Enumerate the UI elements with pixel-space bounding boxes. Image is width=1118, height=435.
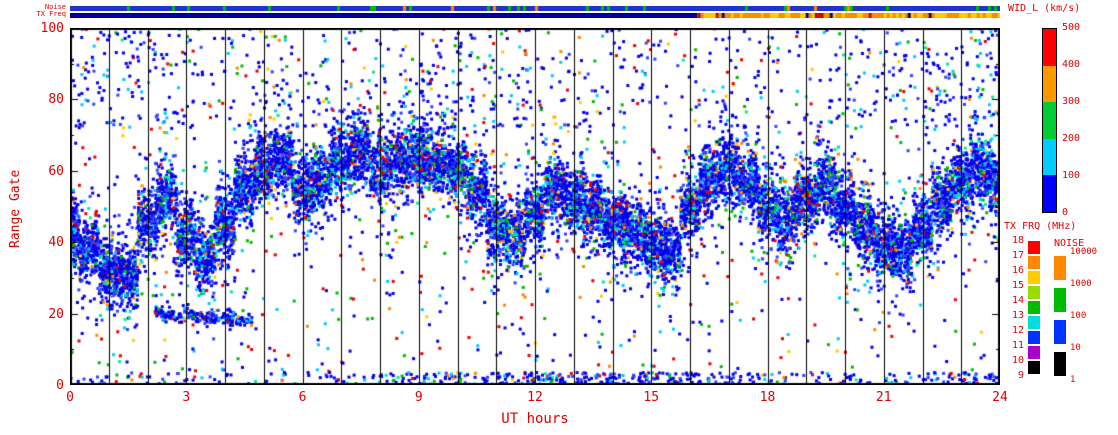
y-axis-title: Range Gate (8, 169, 23, 248)
noise-color-box (1054, 320, 1066, 344)
txfrq-color-box (1028, 361, 1040, 374)
wid-colorbar-segment (1043, 138, 1056, 176)
noise-tick-label: 10000 (1070, 247, 1098, 257)
x-axis-title: UT hours (501, 411, 569, 427)
noise-tick-label: 100 (1070, 311, 1087, 321)
noise-tick-label: 1 (1070, 375, 1076, 385)
noise-tick-label: 1000 (1070, 279, 1092, 289)
wid-colorbar-tick-label: 500 (1062, 22, 1081, 33)
wid-colorbar-segment (1043, 102, 1056, 139)
y-tick-label: 100 (40, 21, 64, 36)
txfrq-tick-label: 11 (1011, 340, 1024, 351)
txfrq-tick-label: 14 (1011, 295, 1024, 306)
wid-colorbar-tick-label: 100 (1062, 170, 1081, 181)
txfrq-color-box (1028, 256, 1040, 269)
txfrq-tick-label: 10 (1011, 355, 1024, 366)
txfrq-color-box (1028, 331, 1040, 344)
x-tick-label: 12 (527, 390, 543, 405)
noise-strip-label: Noise (44, 3, 66, 11)
noise-color-box (1054, 288, 1066, 312)
x-tick-label: 18 (759, 390, 776, 405)
txfrq-tick-label: 18 (1011, 235, 1024, 246)
wid-colorbar (1042, 28, 1057, 213)
y-tick-label: 40 (48, 235, 64, 251)
x-tick-label: 0 (66, 390, 74, 405)
noise-legend-title: NOISE (1054, 238, 1085, 249)
wid-colorbar-segment (1043, 29, 1056, 66)
x-tick-label: 9 (414, 390, 423, 405)
wid-colorbar-tick-label: 400 (1062, 59, 1081, 70)
txfrq-color-box (1028, 301, 1040, 314)
wid-colorbar-tick-label: 200 (1062, 133, 1081, 144)
noise-status-strip (70, 6, 1000, 11)
txfrq-color-box (1028, 316, 1040, 329)
txfreq-status-strip (70, 13, 1000, 18)
txfrq-color-box (1028, 241, 1040, 254)
txfrq-legend-title: TX FRQ (MHz) (1004, 221, 1077, 232)
txfrq-tick-label: 17 (1011, 250, 1024, 261)
plot-canvas (70, 28, 1000, 385)
wid-colorbar-tick-label: 300 (1062, 96, 1081, 107)
x-tick-label: 3 (182, 390, 191, 405)
wid-colorbar-title: WID_L (km/s) (1008, 3, 1081, 14)
x-tick-label: 21 (875, 390, 892, 405)
txfrq-tick-label: 13 (1011, 310, 1024, 321)
txfreq-strip-label: TX Freq (36, 10, 66, 18)
noise-color-box (1054, 352, 1066, 376)
y-tick-label: 0 (56, 378, 64, 393)
x-tick-label: 24 (992, 390, 1008, 405)
noise-tick-label: 10 (1070, 343, 1081, 353)
noise-color-box (1054, 256, 1066, 280)
txfrq-color-box (1028, 271, 1040, 284)
txfrq-tick-label: 16 (1011, 265, 1024, 276)
txfrq-tick-label: 9 (1017, 370, 1024, 381)
wid-colorbar-segment (1043, 65, 1056, 103)
y-tick-label: 20 (48, 306, 64, 322)
wid-colorbar-tick-label: 0 (1062, 207, 1069, 218)
x-tick-label: 15 (643, 390, 660, 405)
y-tick-label: 80 (48, 92, 64, 108)
txfrq-tick-label: 12 (1011, 325, 1024, 336)
y-tick-label: 60 (48, 163, 64, 179)
txfrq-color-box (1028, 346, 1040, 359)
wid-colorbar-segment (1043, 175, 1056, 212)
txfrq-color-box (1028, 286, 1040, 299)
x-tick-label: 6 (298, 390, 307, 405)
txfrq-tick-label: 15 (1011, 280, 1024, 291)
